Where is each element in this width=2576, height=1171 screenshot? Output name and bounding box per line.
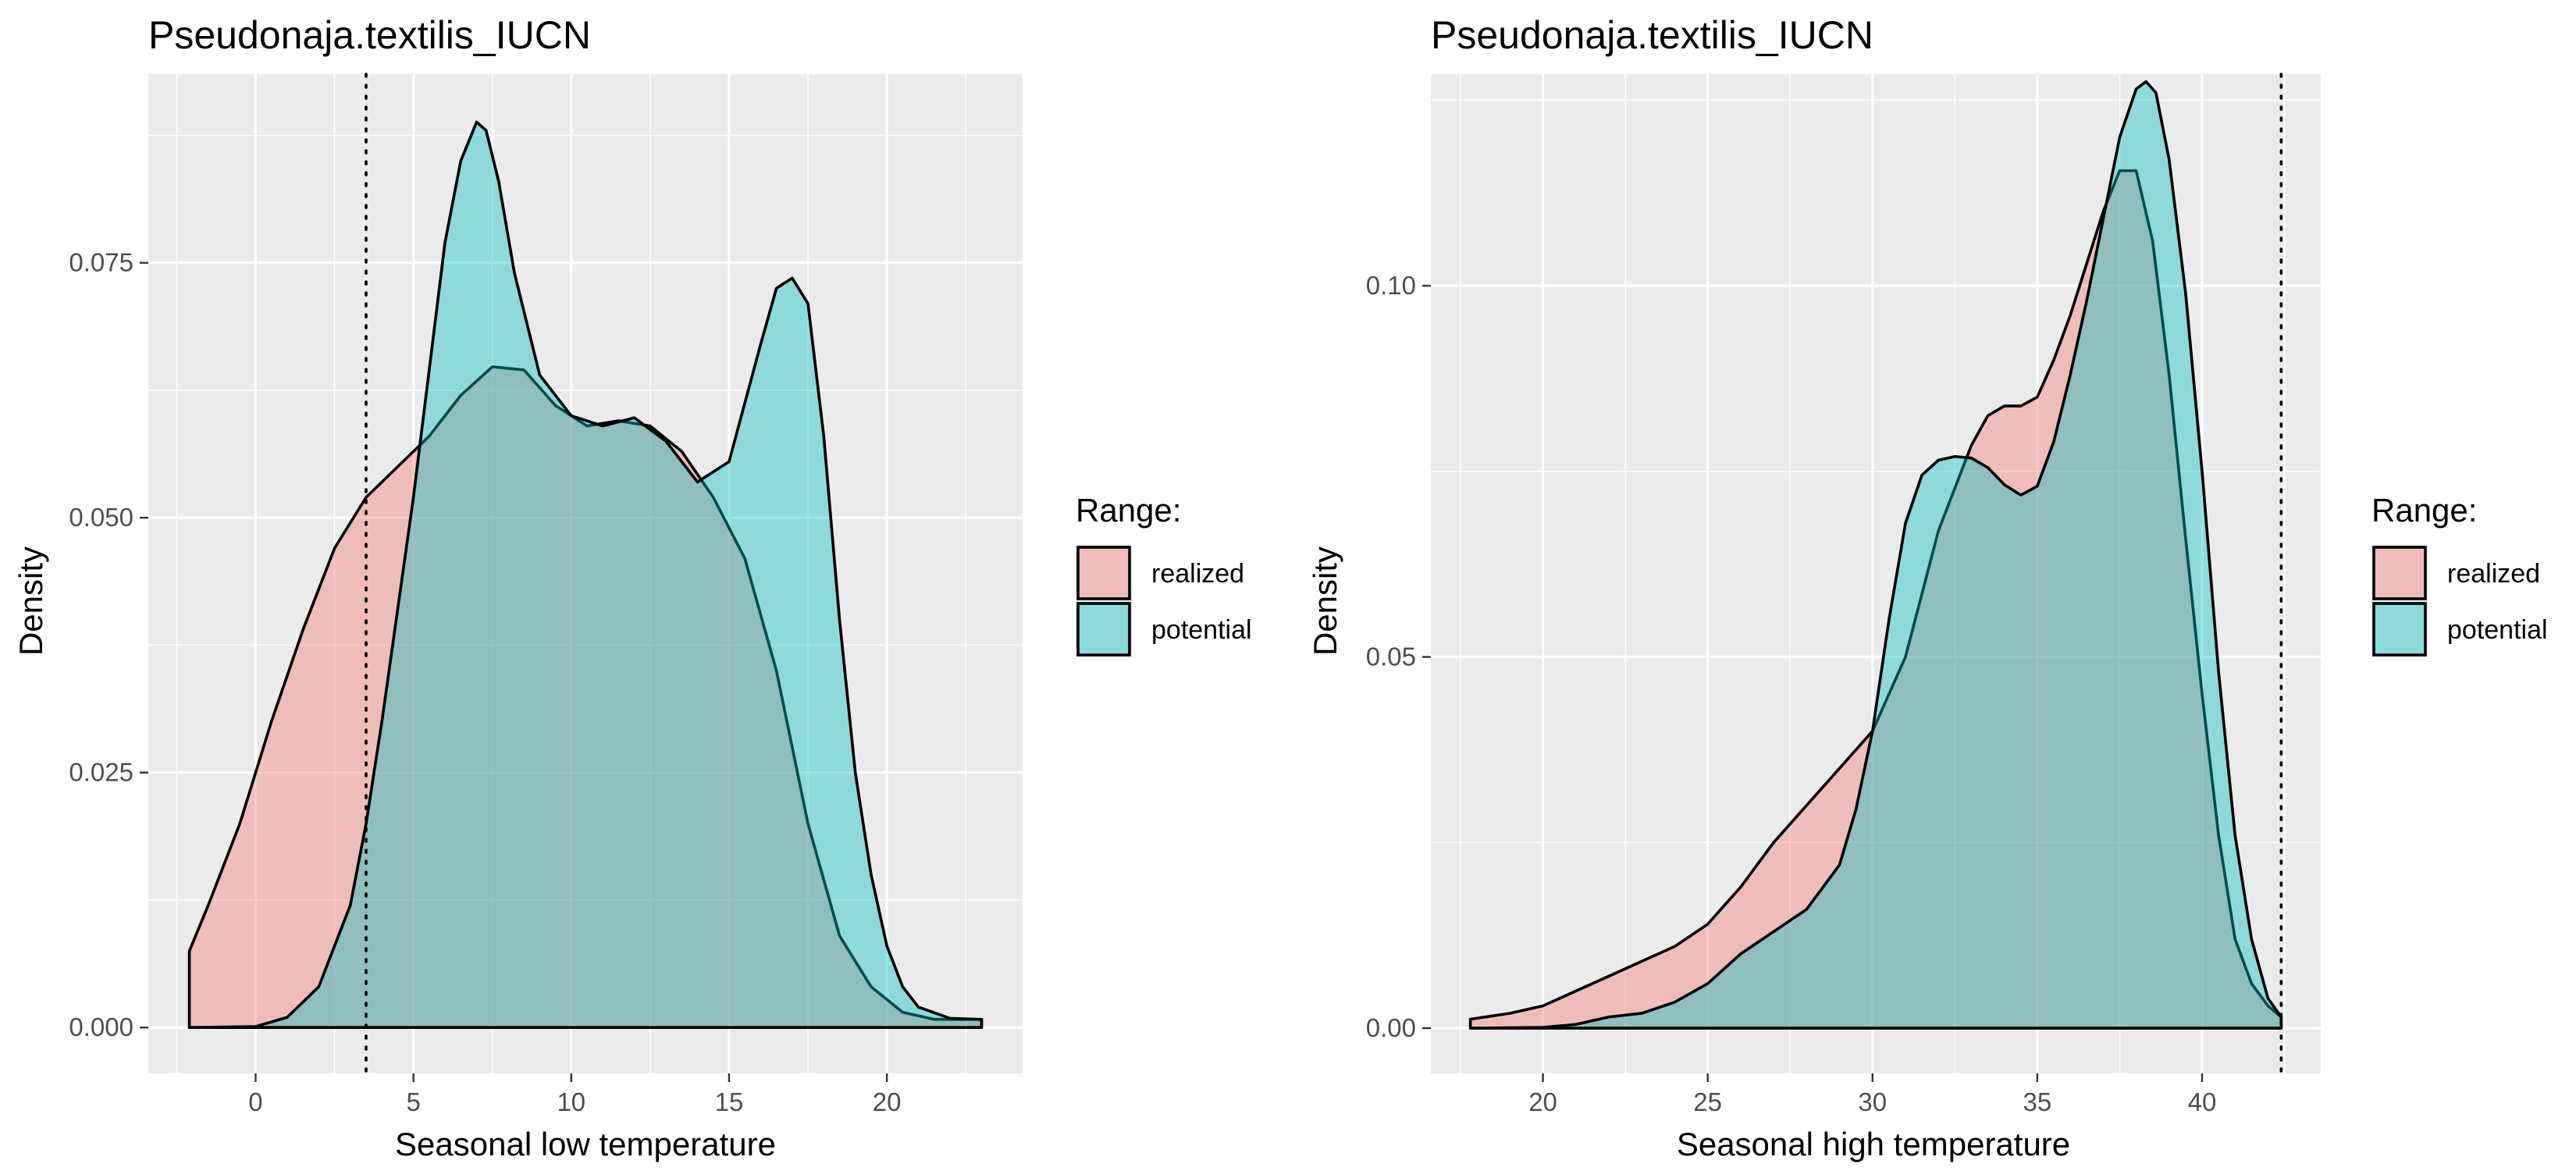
chart-right-x-axis-title: Seasonal high temperature	[1677, 1126, 2070, 1162]
chart-right-legend-swatch-potential	[2372, 602, 2427, 657]
y-tick-label: 0.025	[69, 758, 133, 787]
x-tick-label: 25	[1693, 1087, 1722, 1116]
density-realized	[187, 365, 984, 1030]
y-tick-label: 0.05	[1366, 642, 1416, 671]
chart-left: Pseudonaja.textilis_IUCN 0 5 10 15 20 0.000 0.…	[12, 13, 1252, 1162]
chart-left-legend-key-realized-bg	[1076, 545, 1132, 601]
chart-right-legend-title: Range:	[2371, 492, 2477, 529]
y-tick-label: 0.00	[1366, 1013, 1416, 1042]
density-realized	[1468, 169, 2283, 1030]
y-tick-label: 0.000	[69, 1013, 133, 1041]
chart-right-title: Pseudonaja.textilis_IUCN	[1431, 13, 1873, 57]
chart-left-legend-swatch-realized	[1076, 546, 1131, 600]
y-tick-label: 0.075	[69, 248, 133, 277]
x-tick-label: 20	[1528, 1087, 1557, 1116]
x-tick-label: 30	[1858, 1087, 1887, 1116]
chart-left-title: Pseudonaja.textilis_IUCN	[148, 13, 591, 57]
chart-left-densities	[187, 120, 984, 1030]
chart-left-legend-title: Range:	[1076, 492, 1181, 529]
chart-left-y-axis-title: Density	[12, 546, 49, 656]
y-tick-label: 0.10	[1366, 271, 1416, 300]
density-potential	[1468, 80, 2283, 1030]
density-potential	[187, 120, 984, 1030]
chart-left-grid	[148, 74, 1023, 1073]
x-tick-label: 15	[715, 1087, 744, 1116]
chart-right-panel	[1431, 74, 2321, 1073]
chart-right-y-axis-title: Density	[1307, 546, 1343, 656]
x-tick-label: 0	[248, 1087, 262, 1116]
chart-right-axes: 20 25 30 35 40 0.00 0.05 0.10	[1366, 271, 2217, 1116]
x-tick-label: 20	[873, 1087, 902, 1116]
chart-right-densities	[1468, 80, 2283, 1030]
chart-right-legend: Range: realized potential	[2371, 492, 2548, 657]
chart-left-legend-swatch-potential	[1076, 602, 1131, 657]
chart-left-legend-label-realized: realized	[1151, 559, 1244, 589]
y-tick-label: 0.050	[69, 503, 133, 532]
chart-right-legend-label-potential: potential	[2447, 615, 2548, 645]
x-tick-label: 10	[557, 1087, 585, 1116]
chart-right-legend-key-potential-bg	[2371, 601, 2428, 657]
chart-left-legend: Range: realized potential	[1076, 492, 1252, 657]
chart-right: Pseudonaja.textilis_IUCN 20 25 30 35 40 0.00 0…	[1307, 13, 2548, 1162]
chart-right-legend-swatch-realized	[2372, 546, 2427, 600]
chart-left-axes: 0 5 10 15 20 0.000 0.025 0.050 0.075	[69, 248, 901, 1116]
x-tick-label: 5	[406, 1087, 420, 1116]
chart-left-legend-label-potential: potential	[1151, 615, 1252, 645]
chart-right-legend-label-realized: realized	[2447, 559, 2540, 589]
x-tick-label: 40	[2188, 1087, 2217, 1116]
chart-left-legend-key-potential-bg	[1076, 601, 1132, 657]
chart-right-legend-key-realized-bg	[2371, 545, 2428, 601]
chart-left-x-axis-title: Seasonal low temperature	[395, 1126, 776, 1162]
x-tick-label: 35	[2023, 1087, 2052, 1116]
